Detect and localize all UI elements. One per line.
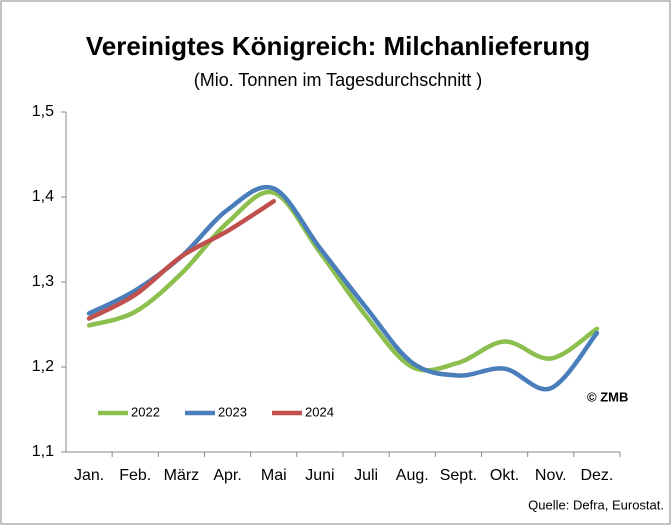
x-tick-label: Nov. <box>535 467 567 484</box>
y-tick-label: 1,5 <box>32 103 54 120</box>
x-tick-label: Feb. <box>119 467 151 484</box>
x-tick-label: Okt. <box>490 467 519 484</box>
series-line <box>86 199 276 321</box>
x-tick-label: Aug. <box>396 467 429 484</box>
annotation: © ZMB <box>587 389 628 404</box>
x-tick-label: Jan. <box>74 467 104 484</box>
legend-label: 2024 <box>305 404 334 419</box>
chart-subtitle: (Mio. Tonnen im Tagesdurchschnitt ) <box>194 70 482 90</box>
chart-title: Vereinigtes Königreich: Milchanlieferung <box>86 31 590 61</box>
y-tick-label: 1,2 <box>32 358 54 375</box>
x-tick-label: Mai <box>261 467 287 484</box>
y-tick-label: 1,3 <box>32 273 54 290</box>
series-line <box>86 189 600 373</box>
x-tick-label: Apr. <box>213 467 241 484</box>
source: Quelle: Defra, Eurostat. <box>528 497 664 512</box>
x-tick-label: März <box>164 467 200 484</box>
legend-label: 2022 <box>131 404 160 419</box>
x-tick-label: Juni <box>305 467 334 484</box>
x-tick-label: Juli <box>354 467 378 484</box>
x-tick-label: Dez. <box>580 467 613 484</box>
y-tick-label: 1,1 <box>32 443 54 460</box>
x-tick-label: Sept. <box>440 467 477 484</box>
y-tick-label: 1,4 <box>32 188 54 205</box>
legend-label: 2023 <box>218 404 247 419</box>
